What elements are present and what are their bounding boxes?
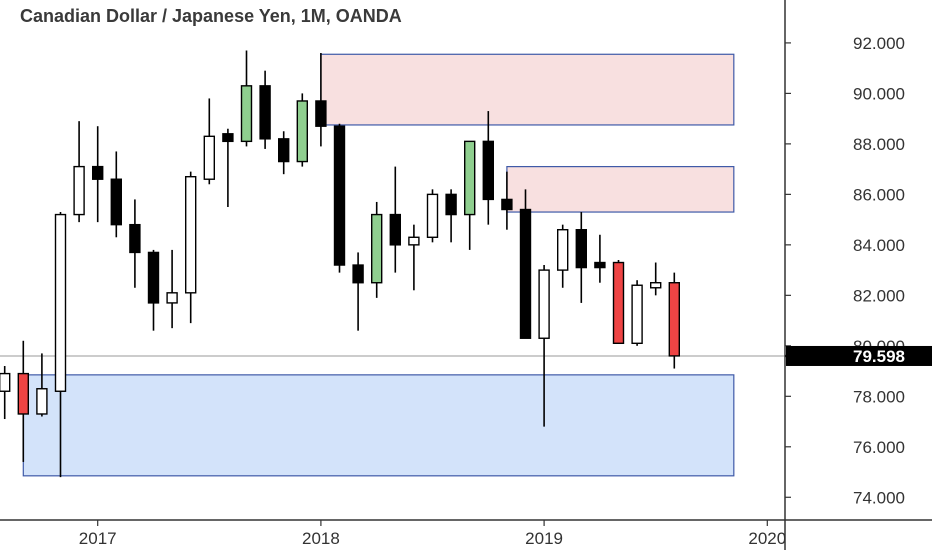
candle (631, 280, 643, 346)
candle-body (222, 133, 234, 143)
candle-body (538, 269, 550, 339)
candle (73, 121, 85, 223)
candle-body (464, 140, 476, 216)
candle-body (129, 223, 141, 254)
candle (389, 166, 401, 273)
candle-body (594, 261, 606, 269)
candle-body (501, 198, 513, 211)
candle-body (631, 284, 643, 345)
candle-body (650, 282, 662, 289)
candle (184, 171, 197, 324)
price-tick-label: 86.000 (853, 185, 905, 204)
candle (0, 366, 11, 420)
candle (296, 93, 308, 167)
candle-body (147, 251, 160, 304)
price-tick-label: 92.000 (853, 34, 905, 53)
candle-body (259, 85, 271, 140)
time-tick-label: 2017 (79, 529, 117, 548)
candle (426, 189, 439, 243)
candle (557, 224, 569, 288)
time-tick-label: 2020 (748, 529, 786, 548)
candle-body (575, 229, 587, 269)
candle-body (333, 125, 346, 266)
candle (54, 212, 67, 478)
candle (222, 128, 234, 207)
candle (538, 265, 550, 427)
candle (594, 234, 606, 283)
candle-body (519, 208, 532, 339)
candle (464, 140, 476, 250)
chart-title: Canadian Dollar / Japanese Yen, 1M, OAND… (20, 6, 402, 26)
candle (166, 249, 178, 329)
candle (36, 353, 48, 417)
candle-body (166, 292, 178, 304)
candle-body (389, 213, 401, 246)
candle-body (668, 282, 680, 357)
candle-body (240, 85, 253, 143)
current-price-badge (786, 345, 932, 366)
candle-body (315, 100, 327, 127)
candle (278, 131, 290, 175)
candle-body (110, 178, 123, 226)
candle-body (352, 264, 364, 284)
candle-body (557, 229, 569, 271)
candle (612, 260, 625, 345)
price-tick-label: 90.000 (853, 84, 905, 103)
price-tick-label: 84.000 (853, 236, 905, 255)
price-tick-label: 88.000 (853, 135, 905, 154)
candle-body (36, 388, 48, 415)
candle (408, 224, 420, 291)
candle (203, 98, 216, 185)
current-price-label: 79.598 (853, 347, 905, 366)
candle (575, 212, 587, 303)
candle-body (91, 165, 104, 180)
supply-zone (320, 53, 735, 126)
candle (147, 249, 160, 331)
candle-body (0, 372, 11, 392)
price-tick-label: 78.000 (853, 387, 905, 406)
candle (240, 50, 253, 147)
price-tick-label: 74.000 (853, 488, 905, 507)
candle-body (184, 175, 197, 294)
candle-body (408, 236, 420, 246)
price-tick-label: 82.000 (853, 286, 905, 305)
candle-body (17, 372, 29, 415)
candle (445, 189, 457, 243)
candle-body (73, 165, 85, 216)
candle-body (426, 193, 439, 238)
price-tick-label: 76.000 (853, 438, 905, 457)
demand-zone (22, 374, 735, 477)
candle (650, 262, 662, 296)
candle-body (371, 213, 383, 284)
candle-body (203, 135, 216, 180)
candle-body (54, 213, 67, 392)
candle (371, 201, 383, 298)
candle-body (482, 140, 494, 201)
candle (315, 53, 327, 147)
supply-zone (506, 166, 735, 213)
time-tick-label: 2019 (525, 529, 563, 548)
time-tick-label: 2018 (302, 529, 340, 548)
candle (129, 199, 141, 288)
candle (668, 272, 680, 369)
candle (17, 340, 29, 462)
candle-body (296, 100, 308, 163)
candle (333, 123, 346, 273)
candle-body (612, 261, 625, 345)
axis-corner (786, 521, 932, 550)
candle (352, 252, 364, 331)
candle (519, 189, 532, 339)
current-price-pointer (785, 345, 792, 366)
candle (110, 151, 123, 238)
candle (482, 111, 494, 225)
candle-body (278, 138, 290, 163)
candle (259, 70, 271, 149)
candle (91, 126, 104, 223)
candle (501, 171, 513, 230)
candle-body (445, 193, 457, 216)
